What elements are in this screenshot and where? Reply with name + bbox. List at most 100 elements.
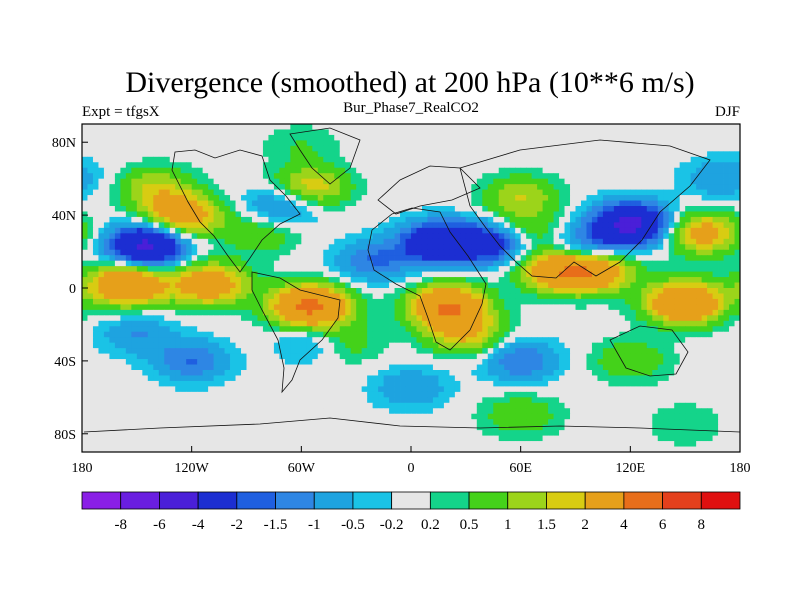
map-cell [378, 288, 384, 294]
map-cell [641, 249, 648, 256]
map-cell [657, 189, 664, 196]
map-cell [416, 233, 423, 240]
map-cell [674, 304, 681, 311]
map-cell [131, 227, 138, 234]
map-cell [460, 233, 467, 240]
map-cell [685, 156, 692, 163]
map-cell [498, 315, 505, 322]
map-cell [142, 304, 149, 311]
map-cell [652, 315, 659, 322]
map-cell [142, 238, 149, 245]
map-cell [712, 249, 719, 256]
map-cell [449, 140, 456, 147]
map-cell [542, 140, 549, 147]
map-cell [153, 249, 160, 256]
map-cell [553, 233, 560, 240]
map-cell [427, 342, 434, 349]
map-cell [131, 288, 138, 294]
map-cell [356, 288, 363, 294]
map-cell [559, 315, 565, 322]
map-cell [312, 249, 319, 256]
map-cell [531, 331, 538, 338]
map-cell [400, 326, 406, 333]
map-cell [147, 151, 154, 158]
map-cell [641, 211, 648, 218]
map-cell [241, 233, 247, 240]
map-cell [471, 304, 478, 311]
map-cell [175, 151, 182, 158]
map-cell [734, 151, 741, 158]
map-cell [487, 233, 494, 240]
map-cell [465, 277, 472, 283]
map-cell [674, 326, 681, 333]
map-cell [180, 277, 187, 283]
map-cell [164, 298, 171, 305]
map-cell [125, 156, 132, 163]
map-cell [707, 315, 713, 322]
map-cell [191, 162, 198, 169]
map-cell [125, 255, 132, 262]
map-cell [421, 342, 428, 349]
map-cell [92, 129, 99, 136]
map-cell [427, 162, 434, 169]
map-cell [723, 167, 730, 174]
map-cell [323, 266, 330, 272]
map-cell [613, 282, 620, 289]
map-cell [443, 173, 450, 180]
map-cell [646, 216, 653, 223]
map-cell [120, 320, 127, 327]
map-cell [290, 151, 297, 158]
map-cell [394, 337, 401, 344]
map-cell [427, 211, 434, 218]
map-cell [591, 326, 598, 333]
map-cell [564, 162, 571, 169]
map-cell [284, 189, 291, 196]
map-cell [460, 140, 467, 147]
map-cell [208, 315, 214, 322]
map-cell [443, 145, 450, 152]
map-cell [235, 298, 242, 305]
map-cell [476, 178, 483, 185]
map-cell [646, 145, 653, 152]
map-cell [87, 244, 94, 251]
map-cell [635, 342, 642, 349]
map-cell [131, 348, 138, 354]
map-cell [613, 129, 620, 136]
map-cell [570, 151, 576, 158]
map-cell [98, 271, 105, 278]
map-cell [646, 178, 653, 185]
map-cell [454, 189, 461, 196]
map-cell [465, 326, 472, 333]
map-cell [164, 282, 171, 289]
map-cell [317, 134, 324, 141]
map-cell [411, 304, 417, 311]
map-cell [241, 337, 247, 344]
map-cell [591, 331, 598, 338]
map-cell [350, 124, 357, 130]
map-cell [87, 282, 94, 289]
map-cell [570, 255, 576, 262]
map-cell [405, 277, 412, 283]
map-cell [345, 326, 352, 333]
map-cell [624, 249, 631, 256]
map-cell [213, 271, 220, 278]
map-cell [235, 233, 242, 240]
map-cell [224, 211, 231, 218]
map-cell [339, 331, 346, 338]
map-cell [147, 293, 154, 300]
map-cell [487, 167, 494, 174]
map-cell [723, 288, 730, 294]
map-cell [432, 255, 439, 262]
map-cell [564, 342, 571, 349]
map-cell [411, 282, 417, 289]
map-cell [317, 178, 324, 185]
map-cell [641, 337, 648, 344]
map-cell [120, 173, 127, 180]
map-cell [707, 162, 713, 169]
map-cell [213, 173, 220, 180]
map-cell [685, 140, 692, 147]
map-cell [197, 326, 204, 333]
map-cell [679, 238, 686, 245]
map-cell [219, 277, 225, 283]
map-cell [685, 129, 692, 136]
